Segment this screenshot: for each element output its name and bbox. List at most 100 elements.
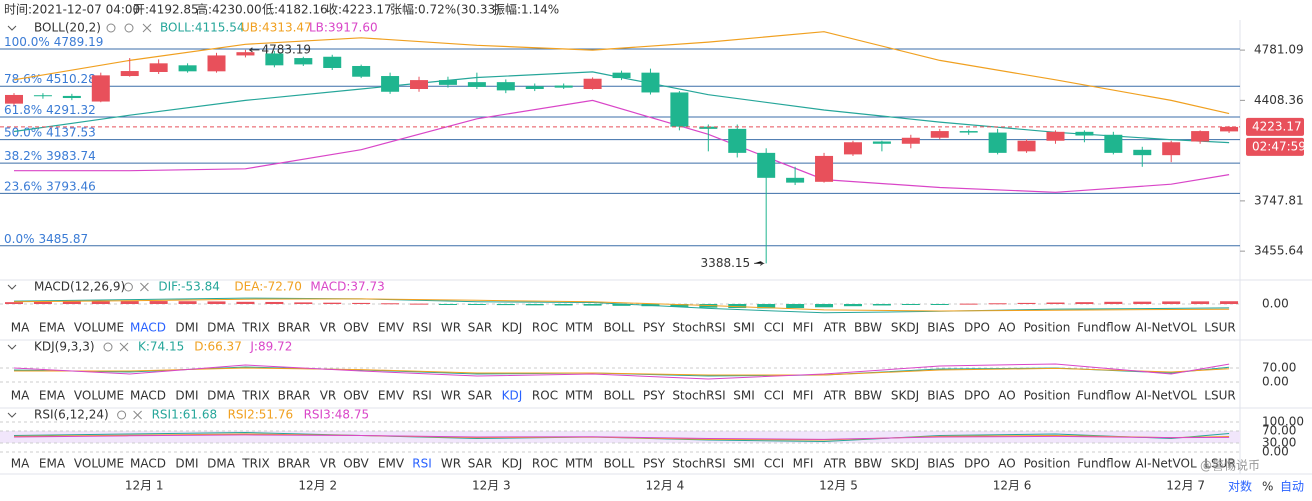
indicator-tab[interactable]: BBW (854, 321, 882, 335)
indicator-tab[interactable]: SAR (468, 457, 492, 471)
indicator-tab[interactable]: PSY (643, 321, 666, 335)
indicator-tab[interactable]: AI-NetVOL (1135, 389, 1197, 403)
indicator-tab[interactable]: BBW (854, 457, 882, 471)
indicator-tab[interactable]: StochRSI (672, 389, 725, 403)
indicator-tab[interactable]: RSI (412, 457, 432, 471)
indicator-tab[interactable]: DMA (207, 321, 236, 335)
indicator-tab[interactable]: ROC (532, 389, 558, 403)
indicator-tab[interactable]: Fundflow (1077, 321, 1131, 335)
indicator-tab[interactable]: ATR (824, 321, 847, 335)
indicator-tab[interactable]: Fundflow (1077, 389, 1131, 403)
close-icon[interactable] (142, 23, 152, 33)
indicator-tab[interactable]: LSUR (1204, 389, 1235, 403)
indicator-tab[interactable]: MTM (565, 389, 593, 403)
indicator-tab[interactable]: AO (998, 321, 1015, 335)
indicator-tab[interactable]: EMV (378, 389, 405, 403)
indicator-tab[interactable]: OBV (343, 321, 369, 335)
indicator-tab[interactable]: KDJ (502, 457, 523, 471)
indicator-tab[interactable]: CCI (764, 457, 784, 471)
indicator-tab[interactable]: PSY (643, 457, 666, 471)
indicator-tab[interactable]: EMV (378, 321, 405, 335)
indicator-tab[interactable]: SMI (733, 457, 755, 471)
indicator-tab[interactable]: AI-NetVOL (1135, 457, 1197, 471)
indicator-tab[interactable]: BOLL (604, 321, 635, 335)
indicator-tab[interactable]: EMA (39, 457, 66, 471)
indicator-tab[interactable]: MFI (793, 457, 814, 471)
indicator-tab[interactable]: SMI (733, 321, 755, 335)
indicator-tab[interactable]: ROC (532, 321, 558, 335)
indicator-tab[interactable]: StochRSI (672, 457, 725, 471)
indicator-tab[interactable]: CCI (764, 389, 784, 403)
close-icon[interactable] (140, 282, 149, 292)
indicator-tab[interactable]: BOLL (604, 389, 635, 403)
percent-toggle[interactable]: % (1262, 480, 1273, 494)
settings-icon[interactable] (117, 410, 127, 420)
indicator-tab[interactable]: MFI (793, 389, 814, 403)
indicator-tab[interactable]: MTM (565, 457, 593, 471)
indicator-tab[interactable]: MFI (793, 321, 814, 335)
indicator-tab[interactable]: OBV (343, 457, 369, 471)
indicator-tab[interactable]: SKDJ (891, 321, 919, 335)
indicator-tab[interactable]: CCI (764, 321, 784, 335)
indicator-tab[interactable]: DPO (964, 457, 990, 471)
indicator-tab[interactable]: TRIX (241, 389, 269, 403)
indicator-tab[interactable]: BOLL (604, 457, 635, 471)
indicator-tab[interactable]: WR (441, 389, 461, 403)
indicator-tab[interactable]: Position (1024, 321, 1071, 335)
indicator-tab[interactable]: TRIX (241, 321, 269, 335)
indicator-tab[interactable]: BBW (854, 389, 882, 403)
indicator-tab[interactable]: LSUR (1204, 321, 1235, 335)
indicator-tab[interactable]: ROC (532, 457, 558, 471)
indicator-tab[interactable]: PSY (643, 389, 666, 403)
indicator-tab[interactable]: DPO (964, 321, 990, 335)
indicator-tab[interactable]: MACD (130, 321, 166, 335)
indicator-tab[interactable]: VR (320, 389, 337, 403)
settings-icon[interactable] (123, 282, 133, 292)
indicator-tab[interactable]: SAR (468, 321, 492, 335)
indicator-tab[interactable]: SMI (733, 389, 755, 403)
indicator-tab[interactable]: EMA (39, 321, 66, 335)
indicator-tab[interactable]: Position (1024, 457, 1071, 471)
indicator-tab[interactable]: DMA (207, 457, 236, 471)
indicator-tab[interactable]: DMI (175, 321, 198, 335)
indicator-tab[interactable]: DMI (175, 457, 198, 471)
indicator-tab[interactable]: BIAS (927, 457, 955, 471)
indicator-tab[interactable]: VOLUME (74, 457, 124, 471)
indicator-tab[interactable]: BIAS (927, 321, 955, 335)
indicator-tab[interactable]: StochRSI (672, 321, 725, 335)
indicator-tab[interactable]: MACD (130, 457, 166, 471)
indicator-tab[interactable]: OBV (343, 389, 369, 403)
indicator-tab[interactable]: MA (11, 321, 30, 335)
indicator-tab[interactable]: AO (998, 457, 1015, 471)
indicator-tab[interactable]: AO (998, 389, 1015, 403)
indicator-tab[interactable]: TRIX (241, 457, 269, 471)
settings-icon[interactable] (103, 342, 113, 352)
indicator-tab[interactable]: MACD (130, 389, 166, 403)
indicator-tab[interactable]: KDJ (502, 321, 523, 335)
indicator-tab[interactable]: VR (320, 321, 337, 335)
auto-toggle[interactable]: 自动 (1280, 480, 1304, 494)
indicator-tab[interactable]: DMA (207, 389, 236, 403)
indicator-tab[interactable]: MA (11, 389, 30, 403)
close-icon[interactable] (119, 342, 129, 352)
indicator-tab[interactable]: LSUR (1204, 457, 1235, 471)
indicator-tab[interactable]: SKDJ (891, 389, 919, 403)
indicator-tab[interactable]: DPO (964, 389, 990, 403)
log-toggle[interactable]: 对数 (1228, 479, 1252, 494)
indicator-tab[interactable]: AI-NetVOL (1135, 321, 1197, 335)
indicator-tab[interactable]: EMA (39, 389, 66, 403)
indicator-tab[interactable]: VOLUME (74, 389, 124, 403)
indicator-tab[interactable]: Fundflow (1077, 457, 1131, 471)
indicator-tab[interactable]: SAR (468, 389, 492, 403)
indicator-tab[interactable]: BIAS (927, 389, 955, 403)
indicator-tab[interactable]: EMV (378, 457, 405, 471)
indicator-tab[interactable]: ATR (824, 457, 847, 471)
indicator-tab[interactable]: BRAR (278, 321, 311, 335)
indicator-tab[interactable]: VR (320, 457, 337, 471)
indicator-tab[interactable]: DMI (175, 389, 198, 403)
indicator-tab[interactable]: RSI (412, 389, 432, 403)
indicator-tab[interactable]: SKDJ (891, 457, 919, 471)
indicator-tab[interactable]: MA (11, 457, 30, 471)
eye-icon[interactable] (106, 23, 116, 33)
indicator-tab[interactable]: WR (441, 321, 461, 335)
